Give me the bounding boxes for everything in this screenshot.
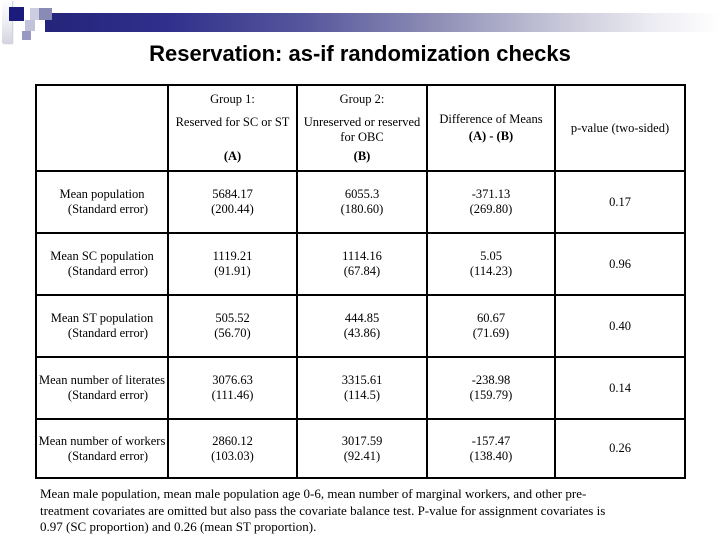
header-group1-cell: Group 1: Reserved for SC or ST (A): [167, 84, 298, 172]
pvalue-cell: 0.96: [554, 232, 686, 296]
row-se-label: (Standard error): [67, 388, 149, 402]
diff-title: Difference of Means: [439, 112, 543, 126]
deco-square-lavender-top: [30, 8, 40, 20]
row-label-cell: Mean number of workers (Standard error): [35, 418, 169, 479]
diff-value: -157.47: [471, 433, 511, 448]
mean-value: 1119.21: [212, 249, 253, 263]
group1-letter: (A): [223, 149, 242, 163]
row-se-label: (Standard error): [67, 326, 149, 340]
row-label: Mean number of literates: [39, 373, 165, 387]
standard-error: (103.03): [211, 448, 254, 463]
footnote-line: Mean male population, mean male populati…: [40, 486, 587, 501]
header-pvalue-cell: p-value (two-sided): [554, 84, 686, 172]
standard-error: (71.69): [472, 326, 510, 340]
standard-error: (159.79): [469, 388, 513, 402]
diff-value-cell: -238.98 (159.79): [426, 356, 556, 420]
table-row-mean-st-population: Mean ST population (Standard error) 505.…: [35, 294, 686, 358]
table-row-mean-workers: Mean number of workers (Standard error) …: [35, 418, 686, 479]
group1-title: Group 1:: [210, 92, 255, 106]
diff-value-cell: -371.13 (269.80): [426, 170, 556, 234]
table-row-mean-literates: Mean number of literates (Standard error…: [35, 356, 686, 420]
row-label-cell: Mean ST population (Standard error): [35, 294, 169, 358]
pvalue-title: p-value (two-sided): [570, 120, 670, 135]
standard-error: (67.84): [343, 264, 381, 278]
table-row-mean-sc-population: Mean SC population (Standard error) 1119…: [35, 232, 686, 296]
footnote-line: 0.97 (SC proportion) and 0.26 (mean ST p…: [40, 519, 317, 534]
group1-value-cell: 1119.21 (91.91): [167, 232, 298, 296]
diff-value-cell: -157.47 (138.40): [426, 418, 556, 479]
mean-value: 505.52: [215, 311, 250, 325]
group1-value-cell: 505.52 (56.70): [167, 294, 298, 358]
deco-gradient-bar: [45, 13, 720, 32]
diff-value: -371.13: [471, 187, 511, 201]
deco-square-slate-small: [22, 31, 31, 40]
group1-value-cell: 2860.12 (103.03): [167, 418, 298, 479]
footnote: Mean male population, mean male populati…: [40, 486, 700, 536]
diff-value: 60.67: [476, 311, 506, 325]
row-label: Mean ST population: [50, 311, 154, 325]
standard-error: (43.86): [343, 326, 381, 340]
row-label-cell: Mean SC population (Standard error): [35, 232, 169, 296]
row-label: Mean SC population: [50, 249, 154, 263]
pvalue-cell: 0.26: [554, 418, 686, 479]
pvalue-cell: 0.14: [554, 356, 686, 420]
standard-error: (114.5): [344, 388, 380, 402]
diff-value: -238.98: [471, 373, 511, 387]
mean-value: 1114.16: [342, 249, 382, 263]
footnote-line: treatment covariates are omitted but als…: [40, 502, 606, 518]
row-label: Mean number of workers: [38, 433, 166, 448]
deco-vertical-strip: [2, 0, 12, 43]
standard-error: (91.91): [214, 264, 251, 278]
standard-error: (56.70): [214, 326, 251, 340]
row-label-cell: Mean number of literates (Standard error…: [35, 356, 169, 420]
randomization-checks-table: Group 1: Reserved for SC or ST (A) Group…: [35, 84, 686, 479]
standard-error: (269.80): [469, 202, 513, 216]
diff-value-cell: 60.67 (71.69): [426, 294, 556, 358]
mean-value: 3017.59: [341, 433, 383, 448]
diff-value: 5.05: [480, 249, 502, 263]
row-label-cell: Mean population (Standard error): [35, 170, 169, 234]
group1-value-cell: 3076.63 (111.46): [167, 356, 298, 420]
header-diff-cell: Difference of Means (A) - (B): [426, 84, 556, 172]
diff-value-cell: 5.05 (114.23): [426, 232, 556, 296]
group1-desc: Reserved for SC or ST: [175, 115, 290, 129]
pvalue-cell: 0.17: [554, 170, 686, 234]
header-empty-cell: [35, 84, 169, 172]
group2-letter: (B): [353, 149, 371, 163]
slide-title: Reservation: as-if randomization checks: [149, 41, 571, 66]
standard-error: (114.23): [469, 264, 513, 278]
mean-value: 5684.17: [212, 187, 253, 201]
group2-value-cell: 444.85 (43.86): [296, 294, 428, 358]
standard-error: (111.46): [211, 388, 254, 402]
header-group2-cell: Group 2: Unreserved or reserved for OBC …: [296, 84, 428, 172]
group1-value-cell: 5684.17 (200.44): [167, 170, 298, 234]
deco-square-navy: [9, 7, 24, 21]
deco-square-lavender-mid: [25, 20, 35, 31]
row-se-label: (Standard error): [67, 264, 149, 278]
mean-value: 444.85: [344, 311, 380, 325]
table-header-row: Group 1: Reserved for SC or ST (A) Group…: [35, 84, 686, 172]
standard-error: (138.40): [469, 448, 513, 463]
mean-value: 3315.61: [341, 373, 383, 387]
mean-value: 3076.63: [212, 373, 253, 387]
row-se-label: (Standard error): [67, 448, 149, 463]
group2-desc: Unreserved or reserved for OBC: [303, 115, 421, 144]
group2-value-cell: 1114.16 (67.84): [296, 232, 428, 296]
mean-value: 2860.12: [212, 433, 253, 448]
table-row-mean-population: Mean population (Standard error) 5684.17…: [35, 170, 686, 234]
group2-value-cell: 6055.3 (180.60): [296, 170, 428, 234]
row-se-label: (Standard error): [67, 202, 149, 216]
standard-error: (200.44): [211, 202, 254, 216]
deco-square-slate: [39, 8, 52, 20]
group2-value-cell: 3017.59 (92.41): [296, 418, 428, 479]
mean-value: 6055.3: [344, 187, 380, 201]
pvalue-cell: 0.40: [554, 294, 686, 358]
standard-error: (180.60): [340, 202, 384, 216]
group2-title: Group 2:: [339, 92, 385, 106]
group2-value-cell: 3315.61 (114.5): [296, 356, 428, 420]
row-label: Mean population: [59, 187, 145, 201]
standard-error: (92.41): [343, 448, 381, 463]
diff-formula: (A) - (B): [468, 129, 514, 143]
